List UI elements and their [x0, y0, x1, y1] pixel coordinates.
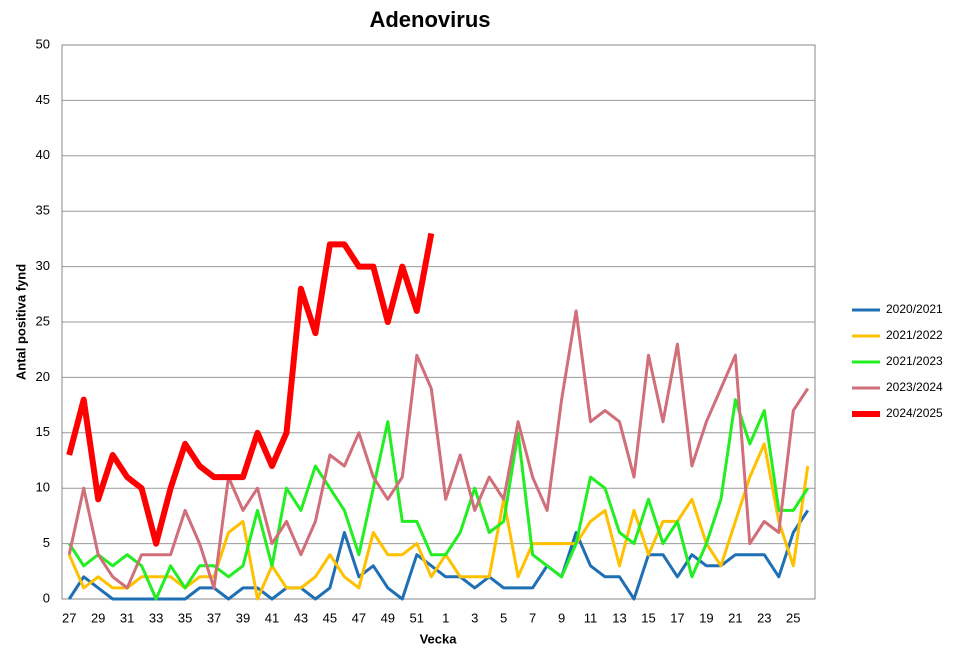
- y-tick-label: 10: [36, 480, 50, 495]
- x-tick-label: 13: [612, 610, 626, 625]
- x-tick-label: 37: [207, 610, 221, 625]
- series-line: [66, 232, 435, 547]
- legend-label: 2023/2024: [886, 380, 943, 394]
- y-tick-label: 35: [36, 203, 50, 218]
- legend-label: 2021/2022: [886, 328, 943, 342]
- legend-label: 2021/2023: [886, 354, 943, 368]
- legend-label: 2020/2021: [886, 302, 943, 316]
- series-line: [67, 398, 810, 601]
- x-tick-label: 35: [178, 610, 192, 625]
- x-tick-label: 21: [728, 610, 742, 625]
- x-tick-label: 15: [641, 610, 655, 625]
- x-axis-label: Vecka: [420, 631, 458, 646]
- y-tick-label: 45: [36, 92, 50, 107]
- x-tick-label: 23: [757, 610, 771, 625]
- y-tick-label: 0: [43, 590, 50, 605]
- chart-title: Adenovirus: [369, 7, 490, 32]
- x-tick-label: 19: [699, 610, 713, 625]
- series-line: [67, 509, 810, 601]
- x-tick-label: 43: [294, 610, 308, 625]
- series-line: [67, 309, 810, 590]
- x-tick-label: 39: [236, 610, 250, 625]
- y-tick-label: 25: [36, 313, 50, 328]
- x-tick-label: 7: [529, 610, 536, 625]
- x-tick-label: 1: [442, 610, 449, 625]
- x-tick-label: 31: [120, 610, 134, 625]
- y-tick-label: 30: [36, 258, 50, 273]
- x-tick-label: 45: [323, 610, 337, 625]
- y-tick-label: 5: [43, 535, 50, 550]
- y-tick-label: 15: [36, 424, 50, 439]
- x-tick-label: 41: [265, 610, 279, 625]
- y-tick-label: 50: [36, 36, 50, 51]
- x-tick-label: 5: [500, 610, 507, 625]
- plot-frame: [61, 44, 816, 600]
- x-tick-label: 3: [471, 610, 478, 625]
- x-tick-label: 25: [786, 610, 800, 625]
- x-tick-label: 49: [381, 610, 395, 625]
- x-tick-label: 29: [91, 610, 105, 625]
- x-tick-label: 33: [149, 610, 163, 625]
- x-tick-label: 27: [62, 610, 76, 625]
- y-axis-label: Antal positiva fynd: [13, 264, 28, 380]
- x-tick-label: 11: [584, 610, 598, 625]
- series-line: [67, 442, 810, 601]
- y-tick-label: 40: [36, 147, 50, 162]
- x-tick-label: 9: [558, 610, 565, 625]
- y-tick-label: 20: [36, 369, 50, 384]
- legend-label: 2024/2025: [886, 406, 943, 420]
- x-tick-label: 47: [352, 610, 366, 625]
- x-tick-label: 17: [670, 610, 684, 625]
- x-tick-label: 51: [410, 610, 424, 625]
